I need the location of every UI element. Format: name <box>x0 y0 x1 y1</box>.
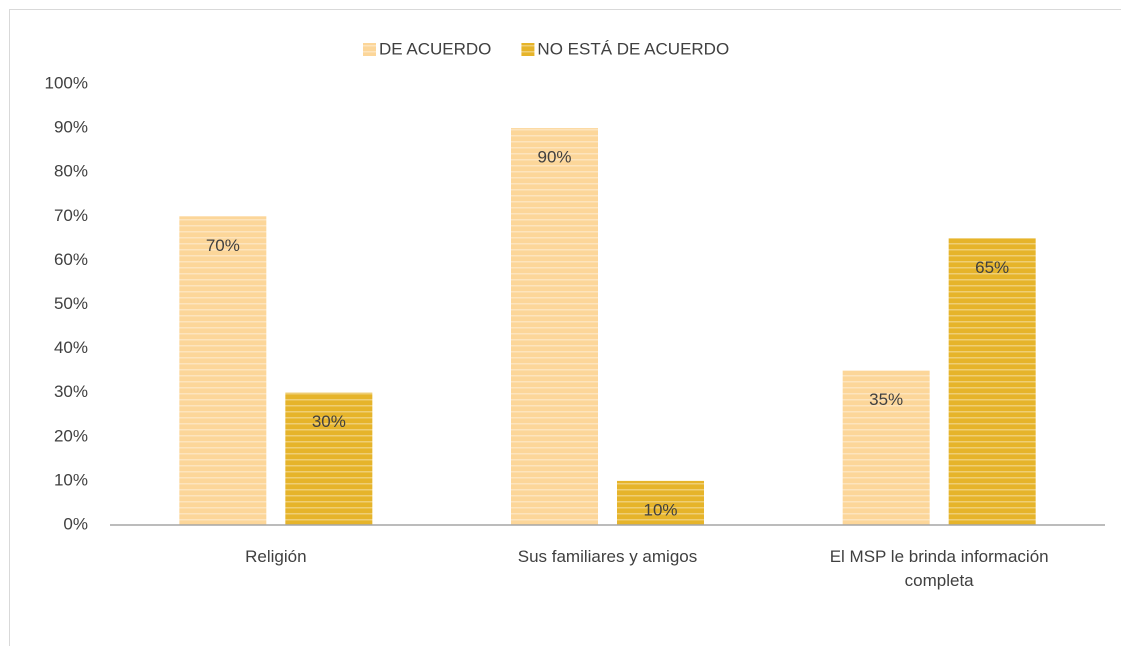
bar <box>511 128 598 525</box>
legend-label: DE ACUERDO <box>379 39 491 58</box>
x-tick-label-box: Religión <box>245 547 307 566</box>
y-tick-label: 30% <box>54 382 88 401</box>
data-label: 30% <box>312 412 346 431</box>
legend-swatch <box>521 43 535 56</box>
x-tick-label-box: Sus familiares y amigos <box>517 547 698 566</box>
x-tick-label-box: El MSP le brinda información completa <box>829 547 1049 590</box>
y-tick-label: 80% <box>54 162 88 181</box>
x-tick-label: Religión <box>245 547 307 566</box>
y-tick-label: 100% <box>45 73 88 92</box>
bar <box>285 392 373 525</box>
bar <box>948 238 1036 525</box>
y-tick-label: 50% <box>54 294 88 313</box>
chart-frame <box>9 9 1121 646</box>
y-tick-label: 90% <box>54 118 88 137</box>
data-label: 70% <box>206 236 240 255</box>
data-label: 10% <box>643 500 677 519</box>
bar <box>617 480 704 525</box>
y-tick-label: 0% <box>63 514 88 533</box>
data-label: 65% <box>975 258 1009 277</box>
y-tick-label: 60% <box>54 250 88 269</box>
y-tick-label: 40% <box>54 338 88 357</box>
y-tick-label: 70% <box>54 206 88 225</box>
bar <box>842 370 930 525</box>
x-tick-label: Sus familiares y amigos <box>517 547 698 566</box>
legend-label: NO ESTÁ DE ACUERDO <box>537 39 729 58</box>
y-tick-label: 20% <box>54 426 88 445</box>
y-tick-label: 10% <box>54 470 88 489</box>
bar <box>179 216 267 526</box>
data-label: 35% <box>869 390 903 409</box>
data-label: 90% <box>537 148 571 167</box>
legend-swatch <box>363 43 376 56</box>
x-tick-label: El MSP le brinda información completa <box>829 547 1049 590</box>
